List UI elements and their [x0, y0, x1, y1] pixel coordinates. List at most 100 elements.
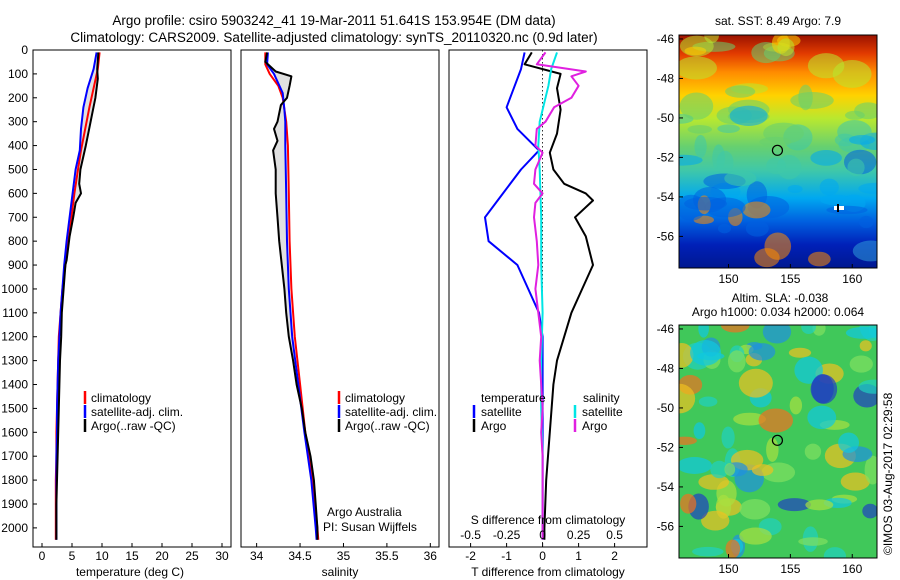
sst-heatmap-texture — [679, 35, 877, 268]
depth-tick-label: 600 — [8, 186, 28, 200]
s-difference-axis-label: S difference from climatology — [471, 513, 626, 527]
series-line-salinity-Argo — [533, 51, 587, 540]
depth-axis-ticks: 0 100 200 300 400 500 600 700 800 900 1000 1100 1200… — [1, 43, 453, 535]
salinity-x-tick-label: 35.5 — [375, 549, 399, 563]
sst-texture-patch — [798, 84, 813, 111]
map-y-tick-label: -52 — [657, 440, 675, 454]
s-difference-tick-label: 0.5 — [606, 528, 623, 542]
map-y-tick-label: -46 — [657, 32, 675, 46]
salinity-series — [264, 52, 320, 540]
series-line-argo — [55, 52, 100, 540]
sla-map-ticks: 150 155 160 -46 -48 -50 -52 -54 -56 — [657, 322, 863, 576]
sst-texture-patch — [759, 136, 792, 147]
legend-label-satellite: satellite-adj. clim. — [345, 405, 437, 419]
sst-texture-patch — [847, 158, 865, 177]
sla-texture-patch — [823, 547, 847, 558]
sla-texture-patch — [739, 498, 771, 520]
sla-texture-patch — [789, 396, 803, 415]
sst-map-flag-black — [837, 204, 839, 212]
map-y-tick-label: -54 — [657, 480, 675, 494]
sla-texture-patch — [727, 350, 746, 373]
sla-texture-patch — [862, 503, 877, 519]
figure-title-line-2: Climatology: CARS2009. Satellite-adjuste… — [70, 30, 597, 45]
temperature-plot-frame — [32, 49, 232, 548]
sst-texture-patch — [858, 182, 877, 195]
sla-texture-patch — [805, 499, 834, 511]
sst-texture-patch — [687, 125, 713, 134]
sst-texture-patch — [777, 38, 795, 57]
sst-texture-patch — [858, 215, 874, 229]
t-difference-x-tick-label: 2 — [611, 549, 618, 563]
sla-texture-patch — [680, 493, 697, 514]
salinity-plot-frame — [240, 49, 440, 548]
sla-texture-patch — [849, 355, 873, 373]
sst-texture-patch — [810, 150, 842, 166]
s-difference-tick-label: 0 — [539, 528, 546, 542]
depth-tick-label: 400 — [8, 139, 28, 153]
temperature-x-ticks: 0 5 10 15 20 25 30 — [39, 543, 229, 563]
sla-texture-patch — [751, 464, 774, 476]
depth-tick-label: 300 — [8, 115, 28, 129]
s-difference-tick-label: -0.25 — [493, 528, 521, 542]
pi-annotation: PI: Susan Wijffels — [323, 520, 417, 534]
sst-texture-patch — [832, 60, 872, 88]
salinity-axis-label: salinity — [322, 565, 359, 579]
map-y-tick-label: -48 — [657, 71, 675, 85]
depth-tick-label: 100 — [8, 67, 28, 81]
salinity-difference-shading — [265, 52, 318, 540]
legend-label-climatology: climatology — [91, 391, 151, 405]
temperature-legend: climatology satellite-adj. clim. Argo(..… — [83, 391, 183, 433]
t-difference-x-tick-label: 1 — [575, 549, 582, 563]
depth-tick-label: 1500 — [1, 401, 28, 415]
sla-texture-patch — [840, 472, 870, 491]
temperature-x-tick-label: 20 — [155, 549, 169, 563]
depth-tick-label: 800 — [8, 234, 28, 248]
temperature-x-tick-label: 25 — [185, 549, 199, 563]
difference-series — [484, 51, 594, 540]
legend-label-temperature-satellite: satellite — [481, 405, 522, 419]
depth-tick-label: 500 — [8, 162, 28, 176]
t-difference-x-ticks: -2 -1 0 1 2 — [465, 543, 618, 563]
sst-texture-patch — [694, 134, 707, 158]
temperature-series — [54, 52, 101, 540]
sla-texture-patch — [859, 340, 872, 352]
sla-texture-patch — [739, 527, 772, 545]
salinity-x-tick-label: 36 — [424, 549, 438, 563]
t-difference-x-tick-label: -1 — [501, 549, 512, 563]
depth-tick-label: 1600 — [1, 425, 28, 439]
map-x-tick-label: 160 — [842, 272, 862, 286]
sla-texture-patch — [679, 436, 697, 445]
sst-map-title: sat. SST: 8.49 Argo: 7.9 — [715, 14, 841, 28]
salinity-x-tick-label: 34 — [250, 549, 264, 563]
sla-texture-patch — [845, 326, 877, 339]
data-provider-annotation: Argo Australia — [327, 505, 402, 519]
sla-texture-patch — [738, 368, 773, 398]
sla-texture-patch — [758, 408, 794, 433]
sla-texture-patch — [798, 537, 828, 546]
salinity-x-tick-label: 35 — [337, 549, 351, 563]
series-line-satellite — [266, 52, 318, 540]
sst-texture-patch — [725, 85, 756, 98]
sla-texture-patch — [838, 432, 860, 453]
depth-tick-label: 1700 — [1, 449, 28, 463]
salinity-x-tick-label: 34.5 — [288, 549, 312, 563]
sst-texture-patch — [808, 251, 831, 267]
sla-texture-patch — [701, 510, 730, 531]
legend-header-salinity: salinity — [583, 391, 620, 405]
sla-texture-patch — [858, 379, 877, 394]
map-y-tick-label: -50 — [657, 111, 675, 125]
sla-texture-patch — [693, 422, 706, 440]
sst-texture-patch — [724, 170, 757, 187]
sla-texture-patch — [679, 457, 712, 474]
sla-texture-patch — [698, 396, 718, 407]
map-y-tick-label: -56 — [657, 229, 675, 243]
sst-texture-patch — [729, 105, 768, 126]
s-difference-tick-label: -0.5 — [460, 528, 481, 542]
legend-label-satellite: satellite-adj. clim. — [91, 405, 183, 419]
argo-float-location-marker — [771, 144, 784, 156]
depth-tick-label: 200 — [8, 91, 28, 105]
sla-map-panel: Altim. SLA: -0.038 Argo h1000: 0.034 h20… — [657, 291, 878, 576]
argo-float-location-marker — [771, 434, 784, 446]
depth-tick-label: 1200 — [1, 330, 28, 344]
sla-map-title-line-1: Altim. SLA: -0.038 — [732, 291, 829, 305]
